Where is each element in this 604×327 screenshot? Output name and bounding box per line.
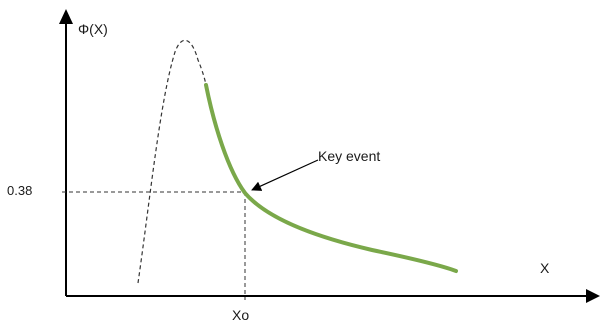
x-axis-arrowhead	[586, 289, 600, 303]
y-marker-label: 0.38	[7, 183, 33, 198]
annotation-label: Key event	[318, 148, 381, 164]
x-axis-label: X	[540, 260, 550, 276]
x-marker-label: Xo	[232, 307, 250, 323]
y-axis-arrowhead	[59, 9, 73, 24]
dashed-curve	[137, 39, 207, 284]
annotation-arrow	[251, 159, 319, 191]
y-axis-label: Φ(X)	[78, 21, 108, 37]
solid-curve	[204, 83, 458, 273]
